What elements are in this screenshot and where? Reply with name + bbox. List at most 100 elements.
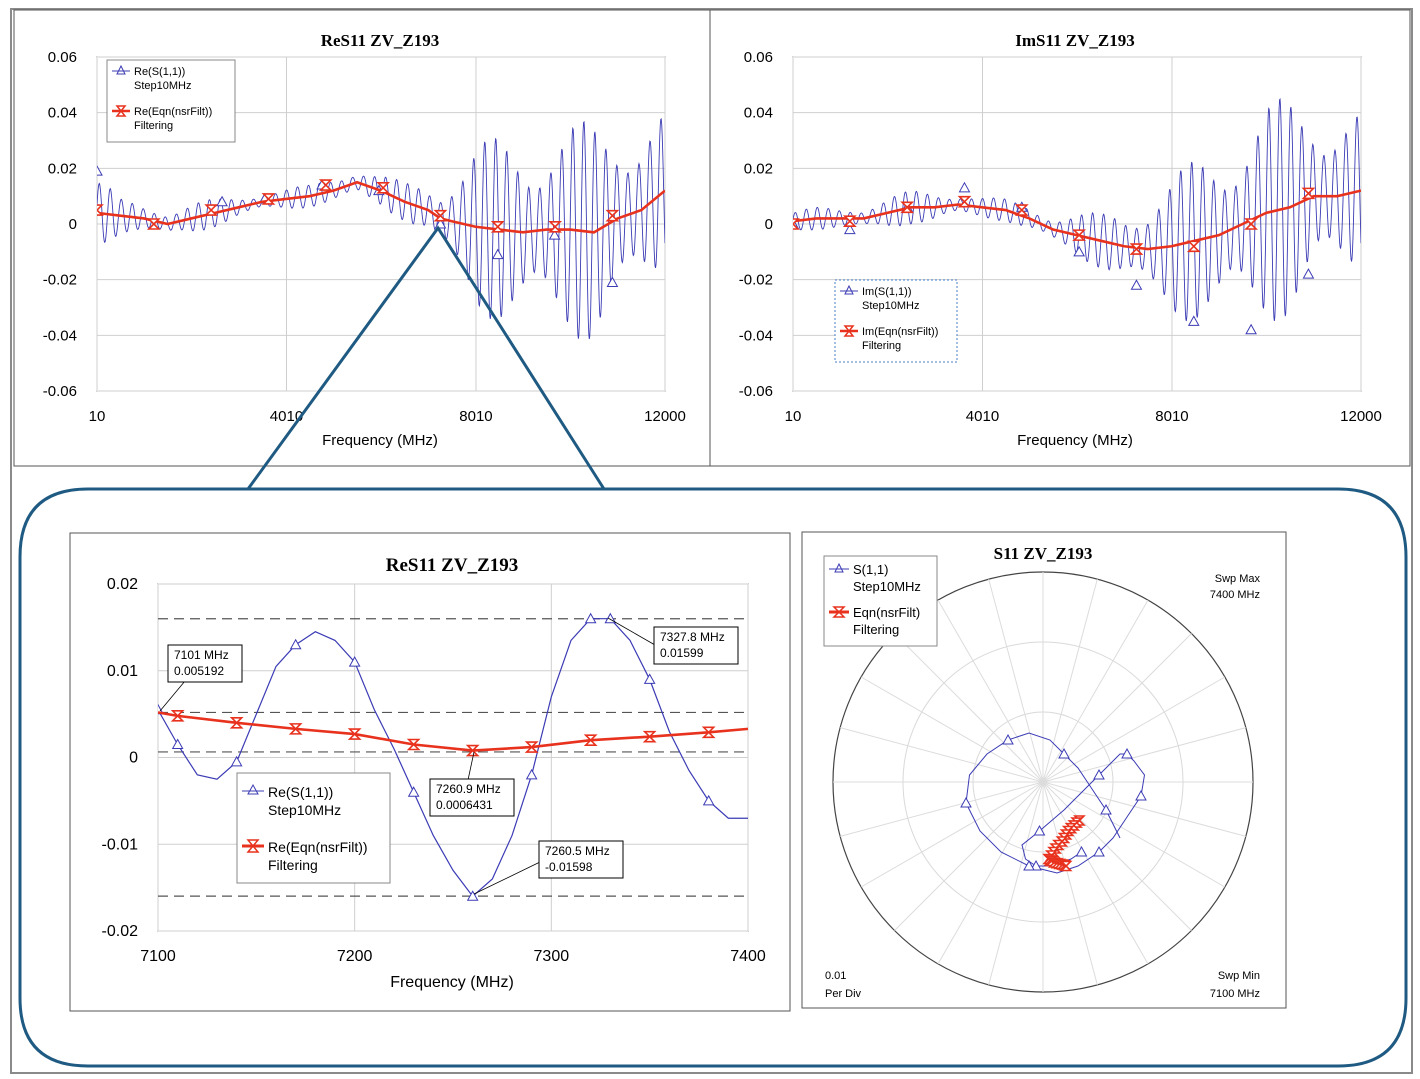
re-full-y-tick-label: 0.06 <box>48 49 77 66</box>
polar-legend-sub-measured: Step10MHz <box>853 579 921 594</box>
re-full-measured-line <box>97 118 665 340</box>
re-full-x-tick-label: 12000 <box>644 408 686 425</box>
re-full-filtered-point <box>146 218 161 230</box>
re-full-measured-point <box>606 276 619 287</box>
im-full-filtered-point <box>1301 187 1316 200</box>
im-full-legend: Im(S(1,1)) Step10MHz Im(Eqn(nsrFilt)) Fi… <box>834 279 958 363</box>
im-full-legend-label-measured: Im(S(1,1)) <box>862 286 912 298</box>
re-full-legend-box <box>106 59 236 143</box>
re-full-xlabel: Frequency (MHz) <box>322 432 438 449</box>
polar-grid-radial <box>840 781 1044 837</box>
polar-grid-radial <box>840 727 1044 783</box>
polar-measured-point <box>1100 803 1112 815</box>
im-full-xlabel: Frequency (MHz) <box>1017 432 1133 449</box>
re-zoom-series-filtered <box>158 710 748 757</box>
re-full-legend-label-filtered: Re(Eqn(nsrFilt)) <box>134 106 212 118</box>
annotation-7327: 7327.8 MHz 0.01599 <box>607 617 739 665</box>
re-zoom-filtered-point <box>642 730 657 743</box>
re-full-measured-point <box>97 165 103 176</box>
polar-grid-radial <box>1042 676 1226 783</box>
im-full-y-tick-label: 0.06 <box>744 49 773 66</box>
annotation-7260-9-line1: 7260.9 MHz <box>436 782 501 796</box>
re-zoom-y-tick-label: -0.02 <box>102 923 139 940</box>
re-full-filtered-point <box>548 220 563 233</box>
re-zoom-filtered-line <box>158 711 748 752</box>
polar-legend-marker-measured <box>829 562 849 573</box>
im-full-x-tick-label: 12000 <box>1340 408 1382 425</box>
re-zoom-title: ReS11 ZV_Z193 <box>386 555 519 576</box>
im-full-series-filtered <box>793 187 1361 255</box>
im-full-title: ImS11 ZV_Z193 <box>1015 31 1135 50</box>
re-zoom-legend-label-measured: Re(S(1,1)) <box>268 784 333 800</box>
re-zoom-measured-point <box>643 673 656 684</box>
re-full-y-tick-label: -0.04 <box>43 327 77 344</box>
polar-measured-point <box>960 796 972 808</box>
re-full-filtered-line <box>97 180 665 234</box>
re-zoom-legend: Re(S(1,1)) Step10MHz Re(Eqn(nsrFilt)) Fi… <box>236 772 391 884</box>
re-zoom-filtered-point <box>701 726 716 739</box>
im-full-filtered-point <box>842 215 857 228</box>
im-full-measured-point <box>1245 323 1257 335</box>
re-full-measured-point <box>548 229 561 240</box>
im-full-y-tick-label: 0 <box>765 216 773 233</box>
re-full-legend-sub-measured: Step10MHz <box>134 80 191 92</box>
re-zoom-legend-label-filtered: Re(Eqn(nsrFilt)) <box>268 839 368 855</box>
im-full-legend-marker-filtered <box>840 325 858 337</box>
re-full-filtered-point <box>261 193 276 205</box>
re-zoom-y-tick-label: 0 <box>129 750 138 767</box>
polar-grid-radial <box>937 781 1044 965</box>
polar-grid-radial <box>1042 781 1226 888</box>
polar-grid-radial <box>937 599 1044 783</box>
polar-measured-point <box>1121 747 1133 759</box>
re-zoom-measured-point <box>230 755 243 767</box>
re-full-legend-sub-filtered: Filtering <box>134 120 173 132</box>
re-zoom-legend-marker-filtered <box>242 839 264 853</box>
im-full-plot: 10 4010 8010 12000 0.06 0.04 0.02 0 -0.02 -0.04 -0… <box>739 49 1382 425</box>
im-full-filtered-point <box>900 201 915 214</box>
re-zoom-measured-point <box>702 794 715 806</box>
re-zoom-filtered-point <box>524 741 539 753</box>
re-zoom-series-measured <box>158 612 748 901</box>
polar-legend-marker-filtered <box>829 606 849 618</box>
annotation-7260-9-line2: 0.0006431 <box>436 798 493 812</box>
polar-grid-radial <box>1042 599 1149 783</box>
re-full-x-tick-label: 10 <box>89 408 106 425</box>
re-zoom-filtered-point <box>288 723 303 735</box>
polar-measured-point <box>1058 747 1070 759</box>
im-full-x-tick-label: 8010 <box>1155 408 1188 425</box>
im-full-series-measured <box>793 98 1361 335</box>
re-full-y-tick-label: 0.02 <box>48 160 77 177</box>
polar-grid-radial <box>988 781 1044 985</box>
polar-grid-radial <box>1042 781 1246 837</box>
re-zoom-y-tick-label: 0.01 <box>107 663 138 680</box>
im-full-legend-marker-measured <box>840 284 858 295</box>
im-full-filtered-point <box>1129 243 1144 255</box>
re-full-legend-label-measured: Re(S(1,1)) <box>134 66 185 78</box>
re-zoom-legend-sub-measured: Step10MHz <box>268 802 341 818</box>
polar-legend: S(1,1) Step10MHz Eqn(nsrFilt) Filtering <box>823 555 938 647</box>
re-full-panel: ReS11 ZV_Z193 Frequency (MHz) 10 4010 8010… <box>13 9 711 467</box>
polar-grid-radial <box>1042 781 1149 965</box>
polar-grid-radial <box>860 676 1044 783</box>
re-zoom-y-tick-label: 0.02 <box>107 576 138 593</box>
im-full-x-tick-label: 4010 <box>966 408 999 425</box>
polar-grid-radial <box>1042 727 1246 783</box>
annotation-7260-5-line2: -0.01598 <box>545 860 593 874</box>
im-full-legend-label-filtered: Im(Eqn(nsrFilt)) <box>862 326 938 338</box>
polar-measured-point <box>1002 733 1014 745</box>
re-zoom-measured-point <box>348 656 361 667</box>
zoom-callout-frame <box>18 487 1408 1068</box>
im-full-legend-box <box>834 279 958 363</box>
re-zoom-y-tick-label: -0.01 <box>102 836 139 853</box>
re-full-x-tick-label: 4010 <box>270 408 303 425</box>
im-full-filtered-point <box>1072 229 1087 241</box>
polar-grid-radial <box>988 579 1044 783</box>
polar-grid-radial <box>860 781 1044 888</box>
annotation-7327-line1: 7327.8 MHz <box>660 630 725 644</box>
re-full-filtered-point <box>97 204 104 216</box>
re-zoom-x-tick-label: 7300 <box>534 948 570 965</box>
polar-measured-point <box>1093 845 1105 857</box>
im-full-filtered-point <box>1244 218 1259 230</box>
im-full-panel: ImS11 ZV_Z193 Frequency (MHz) 10 4010 8010… <box>709 9 1411 467</box>
